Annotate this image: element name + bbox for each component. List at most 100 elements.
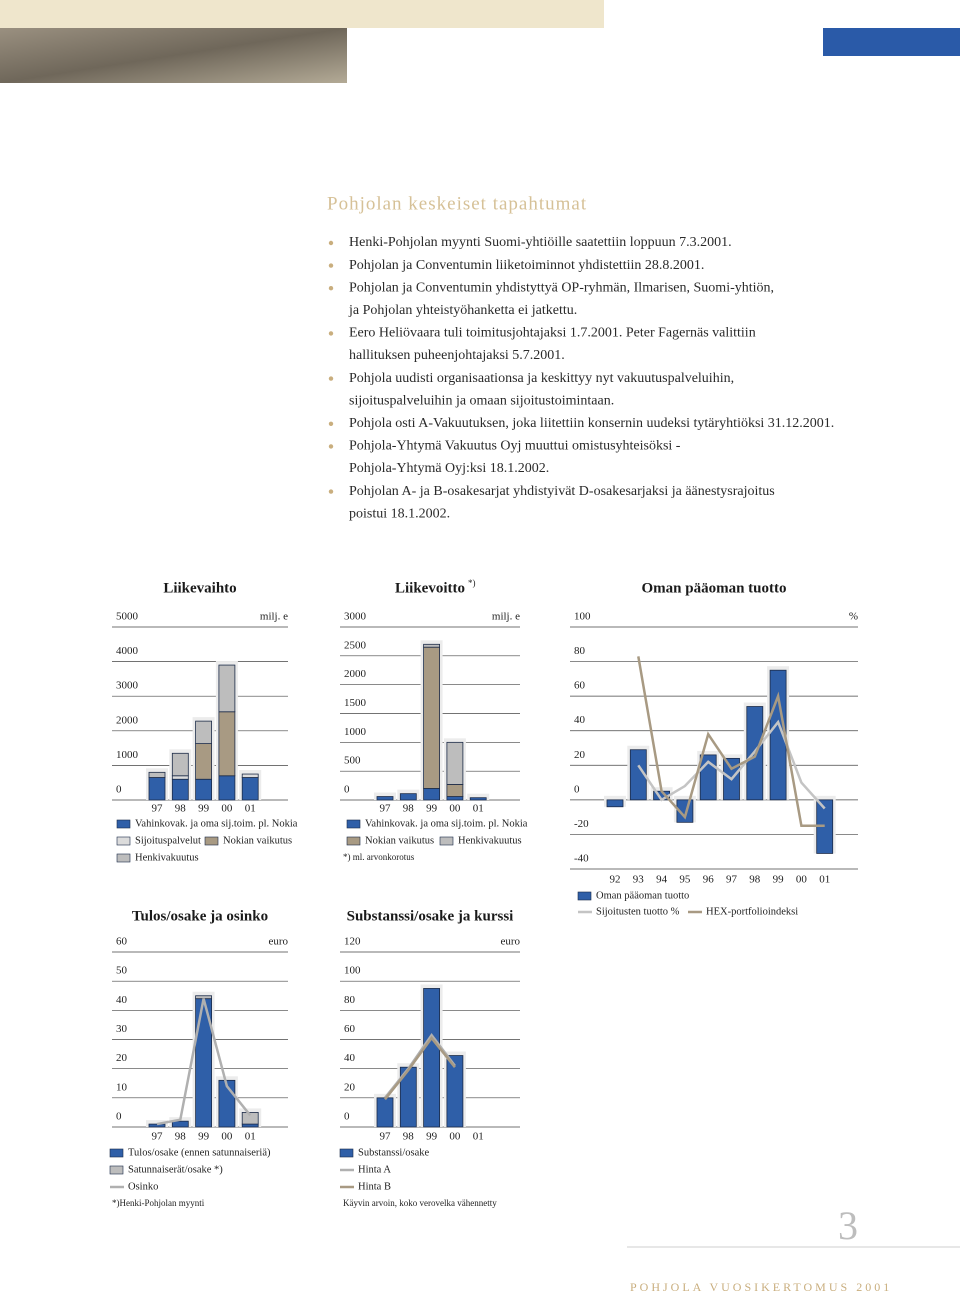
x-tick-label: 00 [221, 803, 233, 815]
legend-label: Hinta A [358, 1164, 391, 1175]
y-tick-label: 4000 [116, 645, 139, 657]
unit-label: euro [500, 936, 520, 948]
legend-label: HEX-portfolioindeksi [706, 906, 798, 917]
legend-swatch [346, 819, 361, 829]
x-tick-label: 98 [749, 874, 761, 886]
bar [629, 749, 647, 801]
chart-title: Tulos/osake ja osinko [132, 908, 268, 924]
y-tick-label: 2000 [344, 668, 367, 680]
y-tick-label: 1000 [344, 726, 367, 738]
x-tick-label: 93 [633, 874, 645, 886]
chart-title: Substanssi/osake ja kurssi [347, 908, 514, 924]
chart-title: Liikevaihto [163, 580, 236, 596]
bullet-text: sijoituspalveluihin ja omaan sijoitustoi… [349, 393, 614, 408]
bar [218, 711, 236, 777]
x-tick-label: 01 [819, 874, 830, 886]
bar-shadow [467, 793, 490, 800]
y-tick-label: 100 [574, 611, 591, 623]
top-band [0, 0, 604, 28]
legend-swatch [116, 819, 131, 829]
x-tick-label: 99 [426, 803, 438, 815]
y-tick-label: 1000 [116, 749, 139, 761]
line-series [156, 998, 252, 1126]
bar [423, 788, 441, 801]
bullet-text: Pohjola uudisti organisaationsa ja keski… [349, 371, 734, 386]
x-tick-label: 01 [245, 1131, 256, 1143]
chart-footnote: *) ml. arvonkorotus [343, 852, 415, 862]
bar [148, 771, 166, 778]
y-tick-label: 120 [344, 936, 361, 948]
unit-label: milj. e [492, 611, 520, 623]
bullet-text: Eero Heliövaara tuli toimitusjohtajaksi … [349, 326, 756, 341]
x-tick-label: 99 [198, 803, 210, 815]
bar [446, 1055, 464, 1128]
line-series [637, 719, 826, 810]
x-tick-label: 99 [426, 1131, 438, 1143]
bar [171, 775, 189, 780]
x-tick-label: 99 [198, 1131, 210, 1143]
chart-title: Liikevoitto [395, 580, 465, 596]
bar [241, 773, 259, 778]
y-tick-label: 40 [574, 714, 586, 726]
bullet-dot [328, 286, 334, 291]
y-tick-label: 60 [574, 680, 586, 692]
x-tick-label: 99 [773, 874, 785, 886]
header-image [0, 28, 347, 83]
legend-label: Sijoitusten tuotto % [596, 906, 680, 917]
legend-swatch [346, 836, 361, 846]
bar [423, 988, 441, 1128]
bullet-text: Pohjolan ja Conventumin yhdistyttyä OP-r… [349, 280, 774, 295]
bar [446, 741, 464, 785]
y-tick-label: 80 [344, 994, 356, 1006]
legend-label: Hinta B [358, 1181, 391, 1192]
y-tick-label: 30 [116, 1023, 128, 1035]
legend-label: Vahinkovak. ja oma sij.toim. pl. Nokia [135, 818, 298, 829]
legend-label: Henkivakuutus [135, 852, 199, 863]
legend-label: Substanssi/osake [358, 1147, 430, 1158]
section-title: Pohjolan keskeiset tapahtumat [327, 193, 587, 214]
y-tick-label: 100 [344, 965, 361, 977]
bullet-text: Pohjola-Yhtymä Oyj:ksi 18.1.2002. [349, 461, 549, 476]
bullet-text: Henki-Pohjolan myynti Suomi-yhtiöille sa… [349, 235, 732, 250]
bar [241, 777, 259, 801]
legend-label: Vahinkovak. ja oma sij.toim. pl. Nokia [365, 818, 528, 829]
x-tick-label: 94 [656, 874, 668, 886]
title-footnote-mark: *) [468, 578, 476, 588]
legend-label: Henkivakuutus [458, 835, 522, 846]
x-tick-label: 97 [726, 874, 738, 886]
bar [423, 646, 441, 789]
x-tick-label: 95 [679, 874, 691, 886]
bar [171, 778, 189, 801]
bar [148, 1123, 166, 1128]
x-tick-label: 98 [403, 803, 415, 815]
x-tick-label: 00 [221, 1131, 233, 1143]
chart-footnote: *)Henki-Pohjolan myynti [112, 1198, 205, 1208]
x-tick-label: 92 [610, 874, 621, 886]
x-tick-label: 01 [245, 803, 256, 815]
legend-swatch [339, 1148, 354, 1158]
y-tick-label: 5000 [116, 611, 139, 623]
bar [218, 775, 236, 801]
legend-swatch [204, 836, 219, 846]
bullet-dot [328, 331, 334, 336]
bullet-dot [328, 263, 334, 268]
publication: POHJOLA VUOSIKERTOMUS 2001 [630, 1280, 892, 1294]
bar [446, 796, 464, 801]
x-tick-label: 97 [152, 1131, 164, 1143]
y-tick-label: 3000 [116, 680, 139, 692]
unit-label: milj. e [260, 611, 288, 623]
bullet-text: Pohjolan ja Conventumin liiketoiminnot y… [349, 258, 704, 273]
y-tick-label: 0 [116, 1111, 122, 1123]
bar [446, 784, 464, 797]
unit-label: % [849, 611, 858, 623]
legend-label: Oman pääoman tuotto [596, 890, 689, 901]
y-tick-label: 20 [574, 749, 586, 761]
x-tick-label: 97 [380, 1131, 392, 1143]
bar [241, 1112, 259, 1125]
bullet-dot [328, 421, 334, 426]
y-tick-label: 0 [344, 784, 350, 796]
bar [148, 777, 166, 801]
bar [171, 1120, 189, 1128]
bullet-dot [328, 376, 334, 381]
bullet-dot [328, 444, 334, 449]
